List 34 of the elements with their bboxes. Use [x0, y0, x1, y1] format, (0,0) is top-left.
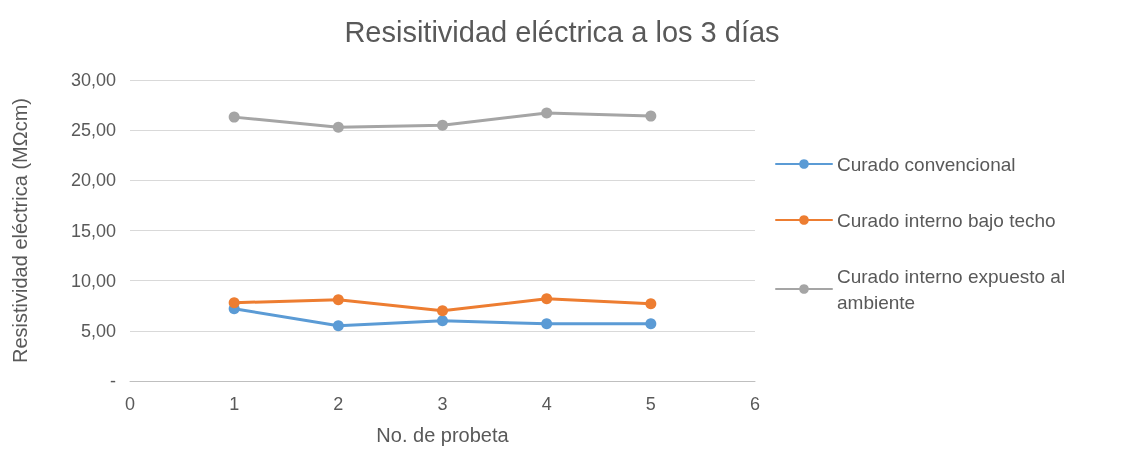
- legend-label: Curado interno expuesto al ambiente: [837, 265, 1071, 313]
- point: [437, 119, 448, 131]
- x-tick-label: 3: [437, 394, 448, 414]
- x-tick-label: 4: [541, 394, 552, 414]
- x-tick-label: 6: [749, 394, 761, 414]
- x-tick-label: 1: [229, 394, 240, 414]
- point: [332, 121, 344, 133]
- point: [645, 298, 657, 310]
- y-tick-label: 15,00: [70, 220, 116, 241]
- y-tick-label: 5,00: [80, 320, 116, 341]
- legend-label: Curado convencional: [837, 153, 1016, 175]
- y-tick-label: 10,00: [70, 270, 116, 291]
- y-tick-label: 20,00: [70, 170, 116, 191]
- point: [541, 293, 553, 305]
- x-tick-label: 5: [645, 394, 656, 414]
- point: [645, 110, 657, 122]
- point: [437, 315, 448, 327]
- point: [228, 111, 240, 123]
- chart-title: Resisitividad eléctrica a los 3 días: [344, 15, 780, 48]
- point: [437, 305, 448, 317]
- y-tick-label: 25,00: [70, 120, 116, 141]
- point: [541, 318, 553, 330]
- y-tick-label: 30,00: [70, 70, 116, 90]
- point: [228, 297, 240, 309]
- x-axis-title: No. de probeta: [376, 424, 510, 446]
- y-tick-label: -: [110, 371, 116, 391]
- x-tick-label: 2: [333, 394, 344, 414]
- point: [332, 294, 344, 306]
- y-axis-title: Resistividad eléctrica (MΩcm): [9, 98, 31, 363]
- legend-label: Curado interno bajo techo: [837, 209, 1056, 231]
- x-tick-label: 0: [124, 394, 136, 414]
- point: [332, 320, 344, 332]
- point: [645, 318, 657, 330]
- point: [541, 107, 553, 119]
